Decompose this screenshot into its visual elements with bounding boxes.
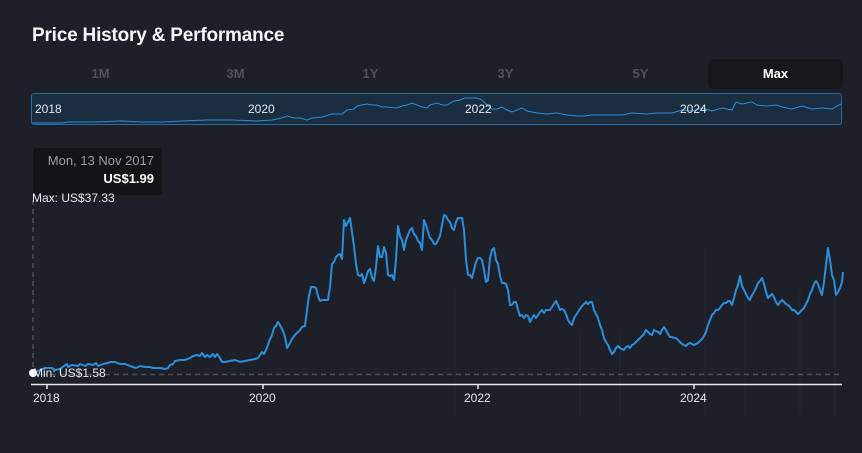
navigator-sparkline [32, 97, 841, 124]
x-axis-label-2018: 2018 [33, 391, 60, 405]
chart-tooltip: Mon, 13 Nov 2017 US$1.99 [33, 148, 162, 195]
range-navigator[interactable]: 2018 2020 2022 2024 [31, 93, 842, 125]
tooltip-price: US$1.99 [103, 171, 154, 186]
tab-max[interactable]: Max [708, 59, 843, 89]
navigator-label-2018: 2018 [35, 102, 62, 116]
tooltip-point-marker [29, 369, 37, 377]
x-axis-ticks [46, 384, 695, 389]
max-price-label: Max: US$37.33 [32, 191, 115, 205]
navigator-label-2022: 2022 [465, 102, 492, 116]
navigator-label-2020: 2020 [248, 102, 275, 116]
navigator-label-2024: 2024 [680, 102, 707, 116]
x-axis-label-2024: 2024 [680, 391, 707, 405]
tab-1y[interactable]: 1Y [362, 66, 379, 81]
range-tabs: 1M 3M 1Y 3Y 5Y Max [33, 59, 843, 89]
tab-3y[interactable]: 3Y [497, 66, 514, 81]
tooltip-date: Mon, 13 Nov 2017 [47, 153, 154, 168]
page-title: Price History & Performance [32, 25, 285, 46]
tab-5y[interactable]: 5Y [632, 66, 649, 81]
tab-1m[interactable]: 1M [91, 66, 110, 81]
min-price-label: Min: US$1.58 [33, 366, 106, 380]
price-line [32, 214, 844, 374]
tab-3m[interactable]: 3M [226, 66, 245, 81]
x-axis-label-2022: 2022 [464, 391, 491, 405]
x-axis-label-2020: 2020 [249, 391, 276, 405]
